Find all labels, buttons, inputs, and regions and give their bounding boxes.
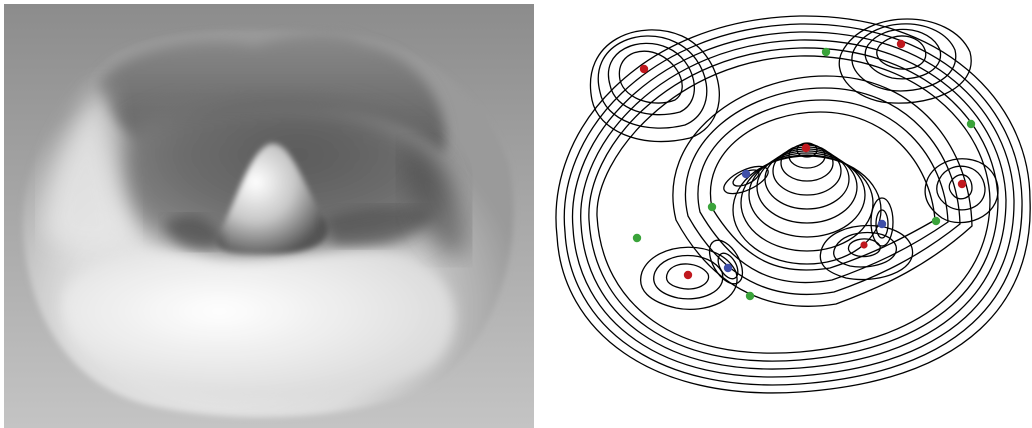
contour-min-1-b [723, 165, 769, 195]
contour-min-3-a [875, 209, 889, 239]
maximum-point [860, 241, 868, 249]
contour-outer-4 [580, 39, 1007, 370]
contour-min-2-a [717, 252, 739, 280]
contour-lobe-r-3 [924, 158, 999, 224]
contour-lobe-tl-4 [589, 29, 720, 143]
surface-central-peak [217, 143, 328, 254]
contour-lobe-bl-1 [665, 263, 710, 290]
contour-bowl-1 [709, 111, 936, 271]
contour-bowl-2 [697, 99, 949, 284]
contour-bowl-4 [672, 75, 973, 307]
surface-front-hump [62, 251, 455, 401]
contour-outer-6 [596, 55, 991, 354]
contour-lobe-tr-1 [876, 35, 927, 70]
saddle-point [931, 216, 941, 226]
saddle-point [632, 233, 642, 243]
contour-map-panel [540, 0, 1032, 428]
critical-points [632, 39, 976, 301]
minimum-point [877, 219, 887, 229]
contour-outer-2 [563, 23, 1023, 386]
saddles [632, 47, 976, 301]
contour-lobe-tr-2 [864, 28, 942, 80]
shaded-surface-image [4, 4, 534, 428]
minimum-point [741, 169, 751, 179]
contour-lines [555, 15, 1031, 394]
maximum-point [957, 179, 967, 189]
contour-lobe-br-3 [819, 224, 914, 281]
shaded-surface-panel [4, 4, 534, 428]
contour-outer-3 [571, 31, 1015, 378]
contour-lobe-r-2 [936, 165, 986, 211]
contour-min-2-b [708, 239, 744, 285]
contour-lobe-tr-3 [851, 23, 957, 92]
maxima [639, 39, 967, 280]
contour-lobe-br-2 [833, 231, 897, 268]
contour-peak-9 [732, 155, 882, 265]
minimum-point [723, 263, 733, 273]
contour-lobe-br-1 [847, 238, 881, 258]
contour-outer-5 [588, 47, 999, 362]
saddle-point [707, 202, 717, 212]
contour-lobe-bl-3 [640, 246, 738, 310]
contour-peak-7 [748, 152, 866, 238]
maximum-point [683, 270, 693, 280]
saddle-point [745, 291, 755, 301]
contour-min-3-b [870, 197, 894, 247]
contour-lobe-tl-1 [618, 50, 683, 104]
saddle-point [966, 119, 976, 129]
surface-left-flank [44, 84, 134, 254]
contour-lobe-tl-2 [607, 42, 695, 116]
contour-lobe-tl-3 [597, 35, 708, 129]
contour-outer-1 [555, 15, 1031, 394]
contour-map [555, 15, 1031, 394]
surface-shadow-right [324, 207, 434, 246]
surface-right-trough [402, 144, 466, 256]
maximum-point [896, 39, 906, 49]
saddle-point [821, 47, 831, 57]
surface-shadow-left [164, 215, 224, 249]
maximum-point [801, 143, 811, 153]
contour-bowl-3 [684, 87, 961, 296]
maximum-point [639, 64, 649, 74]
contour-lobe-tr-4 [838, 18, 972, 104]
minima [723, 169, 887, 273]
contour-lobe-bl-2 [653, 254, 724, 300]
contour-peak-8 [740, 154, 874, 252]
contour-lobe-r-1 [948, 174, 973, 200]
